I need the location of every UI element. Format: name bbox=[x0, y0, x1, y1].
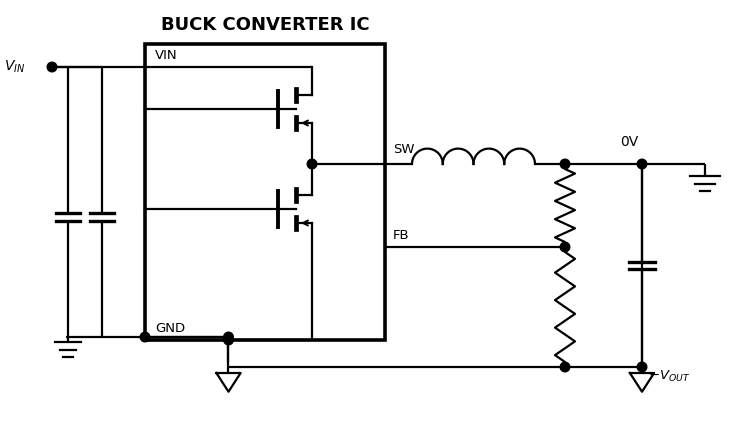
Circle shape bbox=[560, 362, 570, 372]
Text: SW: SW bbox=[393, 143, 414, 156]
Circle shape bbox=[638, 159, 647, 169]
Text: $-V_{OUT}$: $-V_{OUT}$ bbox=[648, 369, 691, 384]
Circle shape bbox=[224, 335, 234, 345]
Bar bbox=[145, 44, 385, 340]
Text: BUCK CONVERTER IC: BUCK CONVERTER IC bbox=[161, 16, 369, 34]
Text: VIN: VIN bbox=[155, 49, 178, 62]
Circle shape bbox=[560, 159, 570, 169]
Text: 0V: 0V bbox=[620, 135, 638, 149]
Circle shape bbox=[307, 159, 317, 169]
Circle shape bbox=[560, 242, 570, 252]
Circle shape bbox=[47, 62, 57, 72]
Circle shape bbox=[224, 332, 234, 342]
Circle shape bbox=[638, 362, 647, 372]
Text: GND: GND bbox=[155, 322, 185, 335]
Text: FB: FB bbox=[393, 229, 410, 242]
Circle shape bbox=[140, 332, 150, 342]
Text: $V_{IN}$: $V_{IN}$ bbox=[4, 59, 25, 75]
